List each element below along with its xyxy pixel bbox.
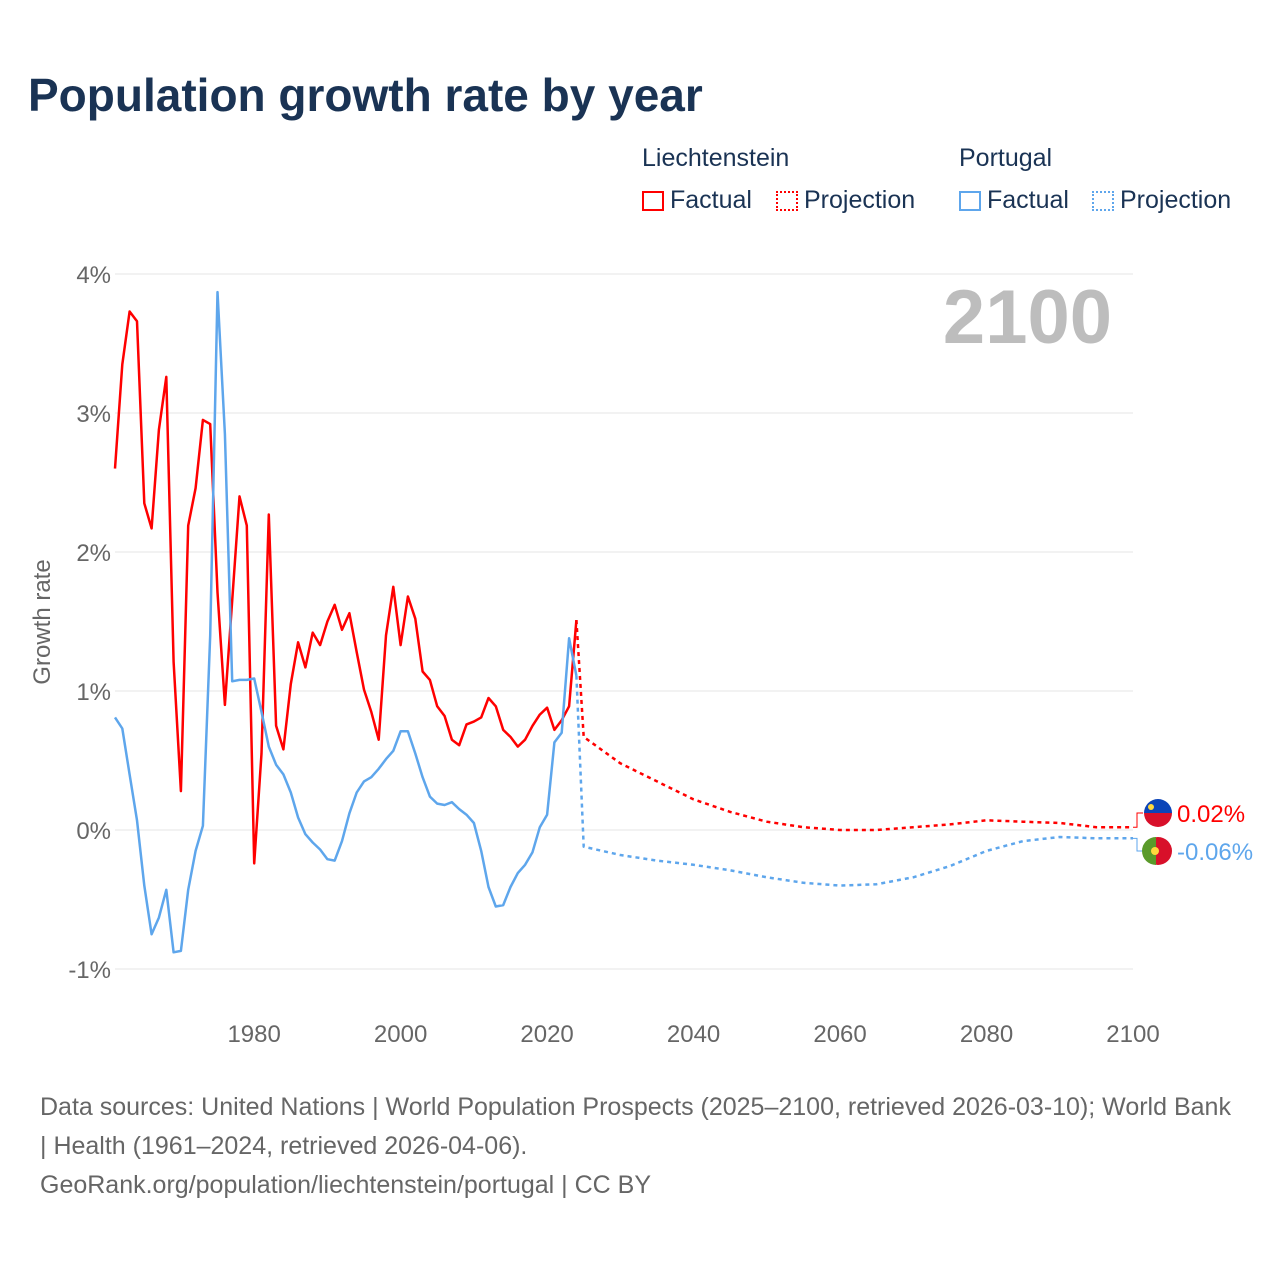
legend-liechtenstein-factual[interactable]: Factual xyxy=(642,186,752,215)
x-tick-label: 2060 xyxy=(813,1021,866,1048)
legend-label: Projection xyxy=(1120,186,1232,214)
x-tick-label: 2080 xyxy=(960,1021,1013,1048)
x-tick-label: 2020 xyxy=(520,1021,573,1048)
page-title: Population growth rate by year xyxy=(28,69,703,121)
legend-portugal-factual[interactable]: Factual xyxy=(959,186,1069,215)
y-tick-label: 4% xyxy=(76,262,111,289)
legend-swatch-solid xyxy=(959,191,981,211)
y-tick-label: 1% xyxy=(76,679,111,706)
y-tick-label: 2% xyxy=(76,540,111,567)
series-line-liechtenstein-projection xyxy=(575,620,1133,832)
y-tick-label: 0% xyxy=(76,818,111,845)
y-tick-label: -1% xyxy=(68,957,111,984)
data-sources: Data sources: United Nations | World Pop… xyxy=(40,1093,1231,1160)
legend-swatch-dotted xyxy=(1092,191,1114,211)
x-tick-label: 2040 xyxy=(667,1021,720,1048)
x-tick-label: 1980 xyxy=(227,1021,280,1048)
flag-portugal-icon xyxy=(1142,837,1156,865)
year-indicator: 2100 xyxy=(943,275,1112,360)
legend-label: Factual xyxy=(987,186,1069,214)
x-tick-label: 2000 xyxy=(374,1021,427,1048)
legend-group-portugal: Portugal xyxy=(959,144,1053,172)
legend-liechtenstein-projection[interactable]: Projection xyxy=(776,186,915,215)
credit-link[interactable]: GeoRank.org/population/liechtenstein/por… xyxy=(40,1171,652,1199)
end-value-label: 0.02% xyxy=(1177,801,1245,828)
legend-portugal-projection[interactable]: Projection xyxy=(1092,186,1231,215)
legend-group-liechtenstein: Liechtenstein xyxy=(642,144,790,172)
legend-label: Factual xyxy=(670,186,752,214)
flag-liechtenstein-icon xyxy=(1144,813,1172,827)
series-line-portugal-factual xyxy=(113,290,578,954)
end-label-connector xyxy=(1133,812,1143,828)
y-tick-label: 3% xyxy=(76,401,111,428)
x-tick-label: 2100 xyxy=(1106,1021,1159,1048)
end-value-label: -0.06% xyxy=(1177,839,1253,866)
line-chart: -1% 0% 1% 2% 3% 4% 1980 2000 2020 2040 2060 2080 210… xyxy=(29,262,1253,1048)
series-line-portugal-projection xyxy=(575,675,1133,887)
end-label-connector xyxy=(1133,837,1143,852)
footer: Data sources: United Nations | World Pop… xyxy=(40,1088,1240,1205)
legend-swatch-dotted xyxy=(776,191,798,211)
legend-swatch-solid xyxy=(642,191,664,211)
legend-label: Projection xyxy=(804,186,916,214)
flag-crown-icon xyxy=(1148,804,1154,810)
y-axis-label: Growth rate xyxy=(29,559,56,684)
flag-emblem-icon xyxy=(1151,847,1159,855)
series-line-liechtenstein-factual xyxy=(113,310,578,865)
